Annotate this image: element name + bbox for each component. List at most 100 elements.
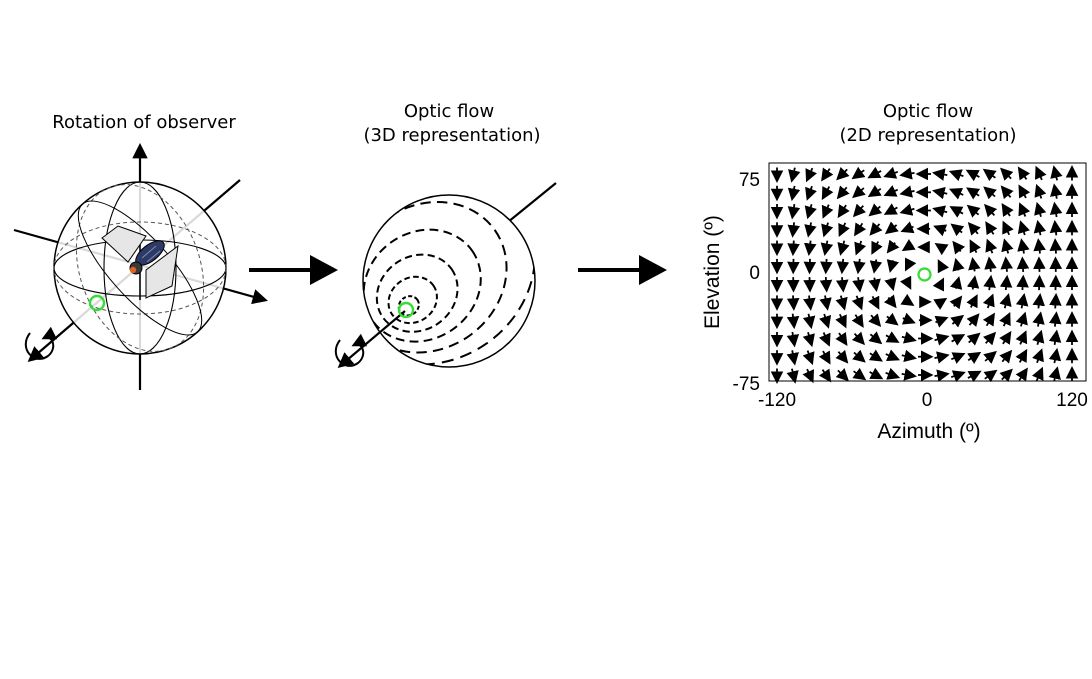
flow-vector xyxy=(851,313,864,328)
x-tick-label: 120 xyxy=(1056,390,1088,411)
flow-vector xyxy=(869,222,883,236)
fly-wing-left xyxy=(101,225,147,263)
flow-vector xyxy=(868,349,883,362)
flow-vector xyxy=(1032,292,1046,309)
plot-frame xyxy=(768,162,1087,382)
flow-vector xyxy=(1001,238,1014,254)
flow-ring xyxy=(363,200,508,354)
flow-vector xyxy=(886,259,900,273)
flow-vector xyxy=(967,351,982,364)
flow-vector xyxy=(933,297,948,310)
flow-vector xyxy=(983,274,996,291)
flow-vector xyxy=(999,312,1011,327)
panel3-title-line1: Optic flow xyxy=(883,101,973,122)
flow-vector xyxy=(818,368,832,383)
flow-vector xyxy=(883,203,898,215)
flow-vector xyxy=(818,350,831,365)
flow-vector xyxy=(885,349,901,362)
flow-vector xyxy=(899,185,915,198)
flow-vector xyxy=(952,257,965,272)
flow-vector xyxy=(1016,274,1029,291)
flow-vector xyxy=(1050,183,1063,199)
flow-vector xyxy=(837,204,850,219)
flow-vector xyxy=(820,240,834,256)
flow-vector xyxy=(1000,167,1014,181)
flow-vector xyxy=(884,277,897,292)
flow-vector xyxy=(1017,166,1031,181)
flow-vector xyxy=(932,186,948,200)
flow-vector xyxy=(835,349,849,364)
flow-vector xyxy=(852,349,866,363)
flow-vector xyxy=(934,333,950,346)
panel1-title: Rotation of observer xyxy=(52,112,236,133)
flow-vector xyxy=(999,330,1012,345)
flow-vector xyxy=(786,350,799,366)
flow-vector xyxy=(854,222,867,237)
panel2-title-line1: Optic flow xyxy=(404,101,494,122)
flow-vector xyxy=(804,222,817,238)
flow-vector xyxy=(835,368,849,382)
flow-vector xyxy=(867,185,882,198)
flow-vector xyxy=(1018,202,1031,217)
flow-vector xyxy=(803,277,816,293)
flow-vector xyxy=(1033,238,1046,254)
panel3-title-line2: (2D representation) xyxy=(839,125,1016,146)
flow-vector xyxy=(819,313,832,329)
flow-vector xyxy=(985,238,998,254)
flow-vector xyxy=(966,294,978,309)
focus-marker-2 xyxy=(397,301,415,319)
flow-vector xyxy=(934,243,949,256)
flow-vector xyxy=(854,240,867,256)
flow-vector xyxy=(786,295,800,311)
flow-vector xyxy=(1032,348,1044,364)
flow-vector xyxy=(802,331,815,348)
flow-vector xyxy=(787,203,801,220)
flow-vector xyxy=(932,205,948,218)
flow-vector xyxy=(802,350,815,366)
flow-vector xyxy=(934,351,950,364)
flow-vector xyxy=(949,276,963,290)
flow-vector xyxy=(803,240,817,257)
flow-vector xyxy=(983,186,997,200)
flow-vector xyxy=(999,368,1013,382)
flow-vector xyxy=(852,203,867,218)
flow-vector xyxy=(901,368,917,381)
panel2-title-line2: (3D representation) xyxy=(363,125,540,146)
flow-vector xyxy=(802,313,816,330)
flow-vector xyxy=(836,185,850,200)
flow-vector xyxy=(1048,366,1061,382)
flow-vector xyxy=(900,221,915,234)
flow-vector xyxy=(1049,201,1063,218)
flow-vector xyxy=(851,331,865,346)
flow-vector xyxy=(851,295,864,311)
flow-vector xyxy=(967,221,981,236)
fly-icon xyxy=(129,240,165,275)
y-tick-label: 0 xyxy=(749,263,760,284)
flow-vector xyxy=(821,167,834,182)
flow-vector xyxy=(786,368,799,384)
flow-ring xyxy=(375,253,459,333)
flow-vector xyxy=(884,221,899,235)
y-tick-label: 75 xyxy=(739,170,760,191)
flow-vector xyxy=(937,259,950,274)
flow-vector xyxy=(852,367,867,381)
flow-vector xyxy=(803,295,816,311)
flow-vector xyxy=(838,222,850,237)
flow-vector xyxy=(886,239,900,254)
flow-vector xyxy=(1018,184,1031,199)
flow-vector xyxy=(982,331,997,346)
flow-vector xyxy=(835,295,848,311)
flow-vector xyxy=(948,187,964,200)
flow-vector xyxy=(818,332,831,347)
flow-vector xyxy=(1033,219,1047,236)
flow-vector xyxy=(835,332,848,347)
flow-vector xyxy=(982,312,995,327)
flow-vector xyxy=(805,185,817,201)
flow-vector xyxy=(1048,347,1062,364)
flow-vector xyxy=(932,168,948,181)
flow-vector xyxy=(820,258,833,275)
flow-vector xyxy=(1015,348,1028,363)
y-tick-label: -75 xyxy=(733,374,760,395)
flow-vector xyxy=(1049,219,1063,236)
flow-vector xyxy=(1015,293,1029,309)
